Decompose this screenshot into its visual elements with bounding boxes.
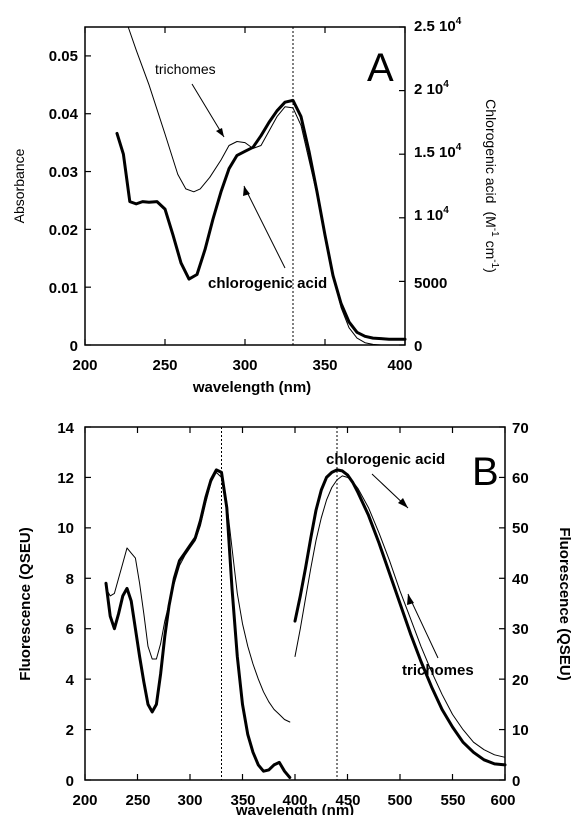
a-y-axis-label: Absorbance [11,148,27,223]
b-annotation-arrowhead [407,594,414,605]
b-ytick-label: 12 [57,470,74,487]
a-ytick-label: 0.04 [49,106,79,123]
panel-a-x-ticks: 200 250 300 350 400 [72,357,412,374]
a-ytick-label: 0.01 [49,280,78,297]
a-y2tick-label: 5000 [414,275,447,292]
a-y2tick-label: 0 [414,338,422,355]
a-y2tick-label: 1 104 [414,205,449,224]
panel-a-letter: A [367,46,394,90]
b-xtick-label: 450 [335,792,360,809]
b-ytick-label: 4 [66,672,75,689]
b-y2tick-label: 50 [512,520,529,537]
b-y2tick-label: 0 [512,773,520,790]
series-line-0 [127,26,406,346]
a-xtick-label: 250 [152,357,177,374]
b-y2-axis-label: Fluorescence (QSEU) [556,527,573,680]
a-xtick-label: 200 [72,357,97,374]
b-annotation-chlorogenic-acid: chlorogenic acid [326,451,445,468]
b-xtick-label: 200 [72,792,97,809]
panel-b-series [104,468,507,779]
series-line-0 [104,468,292,779]
b-ytick-label: 2 [66,722,74,739]
panel-b-right-ticks: 0 10 20 30 40 50 60 70 [512,420,529,790]
b-y2tick-label: 40 [512,571,529,588]
a-xtick-label: 350 [312,357,337,374]
series-line-1 [115,98,407,341]
b-xtick-label: 600 [490,792,515,809]
series-line-2 [293,468,507,767]
series-line-1 [105,471,291,723]
b-xtick-label: 550 [440,792,465,809]
a-y2tick-label: 2.5 104 [414,16,462,35]
panel-b-left-ticks: 0 2 4 6 8 10 12 14 [57,420,74,790]
b-ytick-label: 8 [66,571,74,588]
b-annotation-trichomes: trichomes [402,662,474,679]
a-annotation-arrowhead [243,186,250,196]
a-ytick-label: 0 [70,338,78,355]
panel-b: 0 2 4 6 8 10 12 14 0 10 20 30 40 50 60 7… [17,420,573,815]
a-y2-axis-label: Chlorogenic acid(M-1 cm-1) [483,99,500,273]
panel-a-series [115,26,407,346]
a-xtick-label: 400 [387,357,412,374]
b-y-axis-label: Fluorescence (QSEU) [17,527,34,680]
b-ytick-label: 6 [66,621,74,638]
b-y2tick-label: 60 [512,470,529,487]
panel-a: 0 0.01 0.02 0.03 0.04 0.05 0 5000 1 104 … [11,16,500,396]
b-xtick-label: 350 [230,792,255,809]
panel-b-ticks [84,426,506,781]
a-xtick-label: 300 [232,357,257,374]
b-xtick-label: 400 [282,792,307,809]
b-xtick-label: 500 [387,792,412,809]
b-ytick-label: 0 [66,773,74,790]
a-annotation-chlorogenic-acid: chlorogenic acid [208,275,327,292]
panel-b-x-ticks: 200 250 300 350 400 450 500 550 600 [72,792,515,809]
a-ytick-label: 0.02 [49,222,78,239]
panel-a-right-ticks: 0 5000 1 104 1.5 104 2 104 2.5 104 [414,16,462,355]
b-annotation-arrow [407,593,439,659]
b-xtick-label: 250 [125,792,150,809]
b-y2tick-label: 30 [512,621,529,638]
a-y2tick-label: 2 104 [414,79,449,98]
a-annotation-arrow [191,83,225,138]
panel-a-left-ticks: 0 0.01 0.02 0.03 0.04 0.05 [49,48,79,355]
b-y2tick-label: 10 [512,722,529,739]
a-ytick-label: 0.03 [49,164,78,181]
series-line-3 [294,475,506,758]
a-x-axis-label: wavelength (nm) [192,379,311,396]
b-y2tick-label: 70 [512,420,529,437]
b-xtick-label: 300 [177,792,202,809]
a-annotation-arrow [243,185,286,269]
panel-a-ticks [84,26,406,346]
panel-b-frame [84,426,506,781]
b-x-axis-label: wavelength (nm) [235,802,354,815]
b-ytick-label: 14 [57,420,74,437]
b-annotation-arrowhead [398,498,408,508]
b-ytick-label: 10 [57,520,74,537]
a-annotation-arrowhead [216,128,224,137]
panel-b-letter: B [472,450,499,494]
a-y2tick-label: 1.5 104 [414,142,462,161]
a-ytick-label: 0.05 [49,48,78,65]
panel-a-frame [84,26,406,346]
b-y2tick-label: 20 [512,672,529,689]
a-annotation-trichomes: trichomes [155,61,216,77]
